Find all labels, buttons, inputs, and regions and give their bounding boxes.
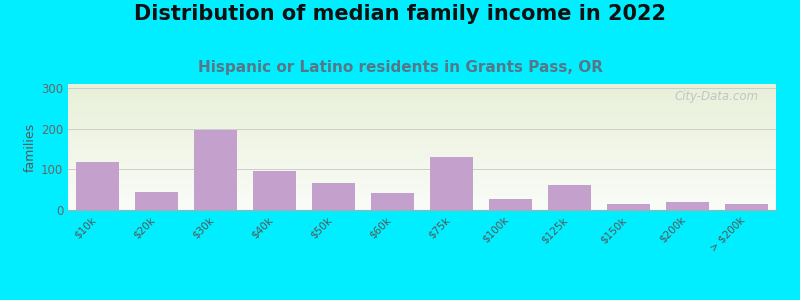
Bar	[135, 192, 178, 210]
Bar	[76, 162, 118, 210]
Bar	[726, 204, 768, 210]
Text: Hispanic or Latino residents in Grants Pass, OR: Hispanic or Latino residents in Grants P…	[198, 60, 602, 75]
Bar	[430, 157, 473, 210]
Bar	[254, 171, 296, 210]
Text: City-Data.com: City-Data.com	[674, 90, 758, 103]
Bar	[666, 202, 709, 210]
Bar	[548, 185, 590, 210]
Bar	[607, 204, 650, 210]
Y-axis label: families: families	[24, 122, 37, 172]
Bar	[194, 130, 237, 210]
Bar	[490, 199, 532, 210]
Bar	[371, 193, 414, 210]
Text: Distribution of median family income in 2022: Distribution of median family income in …	[134, 4, 666, 25]
Bar	[312, 183, 354, 210]
